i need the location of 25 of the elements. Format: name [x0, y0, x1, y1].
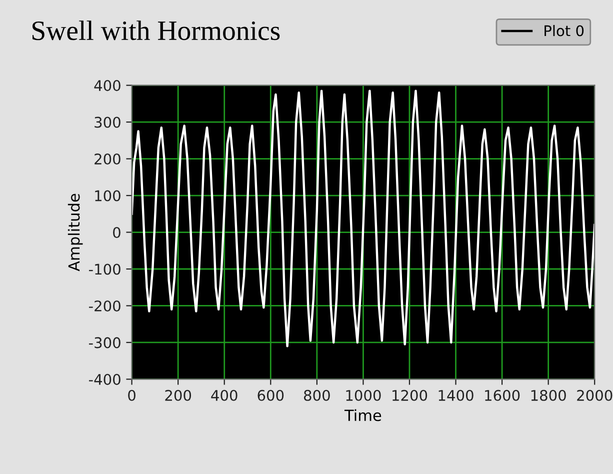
y-tick-label: 300: [94, 116, 120, 128]
x-tick-label: 200: [165, 390, 192, 401]
chart-title: Swell with Hormonics: [32, 20, 280, 40]
x-axis-title: Time: [344, 409, 382, 422]
x-tick-label: 1800: [531, 390, 566, 401]
x-tick-label: 1400: [438, 390, 474, 401]
y-tick-label: -100: [88, 264, 120, 275]
y-tick-label: -300: [88, 337, 120, 348]
x-tick-label: 2000: [577, 390, 612, 401]
y-tick-label: -200: [88, 300, 120, 312]
x-tick-label: 1200: [392, 390, 428, 401]
x-tick-label: 800: [304, 390, 330, 401]
x-tick-label: 600: [258, 390, 284, 401]
x-tick-label: 1600: [485, 390, 520, 401]
y-axis-title: Amplitude: [68, 194, 83, 272]
y-tick-label: 400: [94, 80, 120, 92]
x-tick-label: 400: [211, 390, 238, 401]
y-tick-label: 200: [94, 154, 120, 165]
line-series: [132, 90, 595, 348]
x-tick-label: 1000: [346, 390, 381, 401]
y-tick-label: 100: [95, 190, 120, 202]
y-tick-label: -400: [88, 374, 120, 385]
x-tick-label: 0: [128, 390, 136, 401]
y-tick-label: 0: [113, 226, 120, 238]
text: Plot 0: [544, 24, 584, 36]
